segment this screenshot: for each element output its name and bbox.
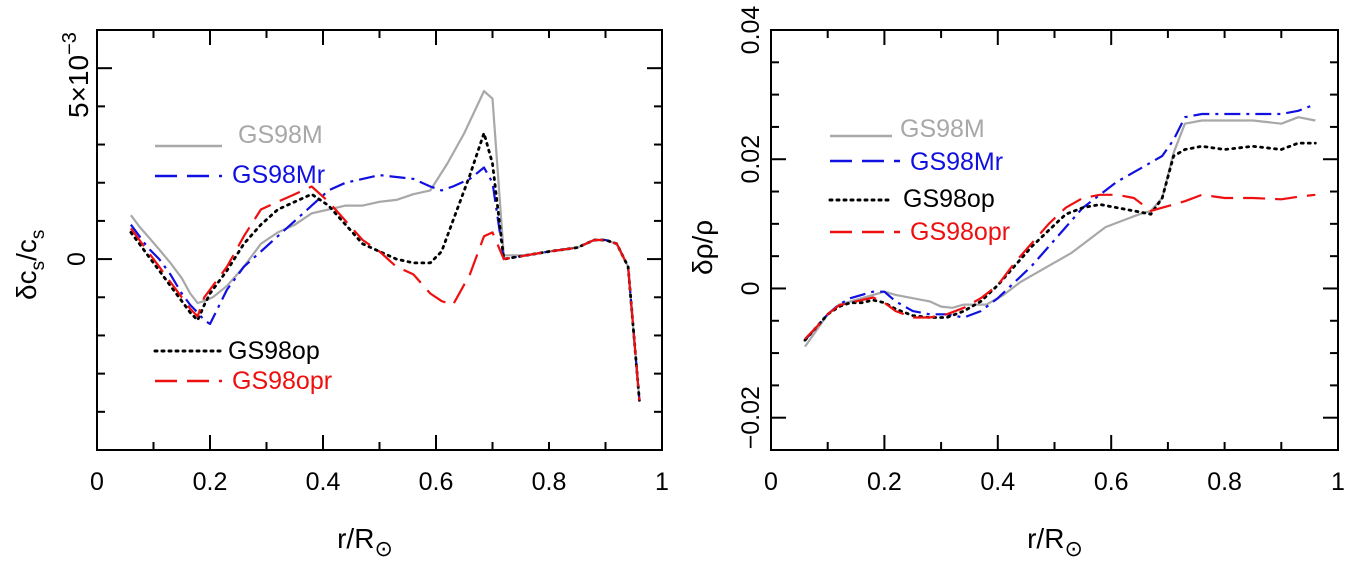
right-x-tick-label: 0.8 — [1207, 468, 1242, 496]
right-x-tick-label: 1 — [1331, 468, 1345, 496]
right-y-ticks: −0.02 0 0.02 0.04 — [737, 6, 1338, 451]
left-x-tick-label: 1 — [655, 468, 669, 496]
right-y-tick-label: −0.02 — [737, 386, 765, 449]
right-legend-label-gs98opr: GS98opr — [910, 218, 1010, 246]
right-legend: GS98M GS98Mr GS98op GS98opr — [828, 115, 1010, 246]
right-legend-label-gs98mr: GS98Mr — [910, 148, 1003, 176]
left-y-tick-label: 0 — [63, 252, 91, 266]
left-series-gs98op — [129, 131, 641, 402]
right-series-group — [803, 103, 1317, 348]
right-series-gs98mr — [804, 103, 1316, 341]
right-legend-label-gs98op: GS98op — [903, 185, 995, 213]
left-x-tick-label: 0.2 — [193, 468, 228, 496]
right-y-tick-label: 0.04 — [737, 6, 765, 55]
left-legend-label-gs98op: GS98op — [228, 337, 320, 365]
right-series-gs98opr — [804, 193, 1316, 340]
left-x-tick-label: 0.8 — [532, 468, 567, 496]
left-y-exponent-label: 5×10−3 — [59, 32, 94, 118]
left-y-ticks: 0 — [63, 29, 662, 451]
left-xlabel-main: r/R — [337, 523, 374, 554]
right-series-gs98m — [804, 116, 1316, 348]
left-xlabel-sub: ⊙ — [374, 536, 392, 561]
left-y-exponent-base: 5×10 — [63, 55, 94, 118]
right-x-tick-label: 0.6 — [1094, 468, 1129, 496]
left-ylabel-sub1: s — [28, 261, 49, 271]
left-ylabel-sub2: s — [28, 230, 49, 240]
left-x-tick-label: 0 — [90, 468, 104, 496]
left-series-gs98m — [130, 89, 641, 401]
right-x-ticks: 0 0.2 0.4 0.6 0.8 1 — [764, 30, 1345, 496]
right-x-tick-label: 0.2 — [867, 468, 902, 496]
left-plot-frame — [96, 29, 663, 451]
left-legend-label-gs98mr: GS98Mr — [232, 161, 325, 189]
left-legend-label-gs98opr: GS98opr — [232, 367, 332, 395]
right-y-tick-label: 0 — [737, 282, 765, 296]
left-panel: 0 0.2 0.4 0.6 0.8 1 0 5×10−3 δcs/cs r/R⊙ GS98… — [11, 29, 669, 561]
right-plot-frame — [770, 29, 1339, 451]
left-legend-lower: GS98op GS98opr — [153, 337, 332, 395]
left-ylabel-part1: δc — [11, 270, 42, 300]
right-series-gs98op — [803, 141, 1317, 342]
left-y-exponent-sup: −3 — [59, 32, 81, 55]
right-xlabel-main: r/R — [1027, 523, 1064, 554]
right-x-tick-label: 0.4 — [980, 468, 1015, 496]
right-legend-label-gs98m: GS98M — [900, 115, 985, 143]
right-y-tick-label: 0.02 — [737, 135, 765, 184]
right-xlabel-sub: ⊙ — [1064, 536, 1082, 561]
left-ylabel-part2: /c — [11, 239, 42, 261]
right-x-tick-label: 0 — [764, 468, 778, 496]
right-y-axis-label: δρ/ρ — [687, 220, 718, 275]
left-series-gs98opr — [130, 185, 641, 401]
left-legend-label-gs98m: GS98M — [238, 121, 323, 149]
left-x-tick-label: 0.4 — [306, 468, 341, 496]
right-x-axis-label: r/R⊙ — [1027, 523, 1083, 561]
left-series-group — [129, 89, 641, 402]
left-x-tick-label: 0.6 — [419, 468, 454, 496]
left-series-gs98mr — [130, 166, 641, 401]
left-y-axis-label: δcs/cs — [11, 230, 49, 300]
left-legend-upper: GS98M GS98Mr — [155, 121, 325, 189]
left-x-ticks: 0 0.2 0.4 0.6 0.8 1 — [90, 30, 669, 496]
left-x-axis-label: r/R⊙ — [337, 523, 393, 561]
